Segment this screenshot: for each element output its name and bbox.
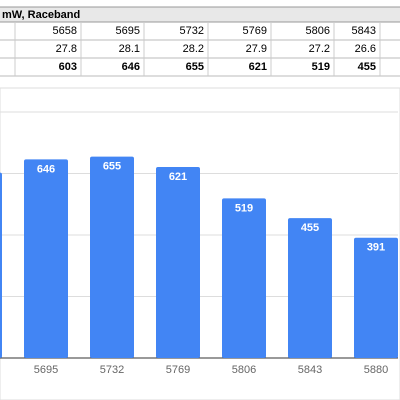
table-cell: 603: [59, 61, 77, 73]
bar: [222, 198, 266, 358]
table-cell: 27.8: [56, 43, 77, 55]
table-header: [0, 7, 400, 22]
table-title: mW, Raceband: [2, 9, 80, 21]
table-cell: 5732: [180, 25, 204, 37]
table-cell: 519: [312, 61, 330, 73]
x-tick-label: 5695: [34, 364, 58, 376]
table-cell: 455: [358, 61, 376, 73]
data-label: 655: [103, 160, 121, 172]
bar: [0, 172, 2, 358]
table-cell: 5806: [306, 25, 330, 37]
data-label: 621: [169, 171, 187, 183]
table-cell: 5769: [243, 25, 267, 37]
table-cell: 621: [249, 61, 267, 73]
table-cell: 655: [186, 61, 204, 73]
x-tick-label: 5769: [166, 364, 190, 376]
table-cell: 28.2: [183, 43, 204, 55]
data-label: 455: [301, 222, 319, 234]
table-cell: 646: [122, 61, 140, 73]
data-label: 646: [37, 163, 55, 175]
bar: [24, 159, 68, 358]
table-cell: 26.6: [355, 43, 376, 55]
bar: [90, 156, 134, 358]
table-cell: 27.9: [246, 43, 267, 55]
x-tick-label: 5732: [100, 364, 124, 376]
x-tick-label: 5880: [364, 364, 388, 376]
x-tick-label: 5843: [298, 364, 322, 376]
bar: [156, 167, 200, 358]
table-cell: 5843: [352, 25, 376, 37]
bar: [288, 218, 332, 358]
x-tick-label: 5806: [232, 364, 256, 376]
table-cell: 28.1: [119, 43, 140, 55]
table-cell: 27.2: [309, 43, 330, 55]
data-label: 391: [367, 242, 385, 254]
bar: [354, 237, 398, 358]
table-cell: 5658: [53, 25, 77, 37]
table-cell: 5695: [116, 25, 140, 37]
data-label: 519: [235, 202, 253, 214]
